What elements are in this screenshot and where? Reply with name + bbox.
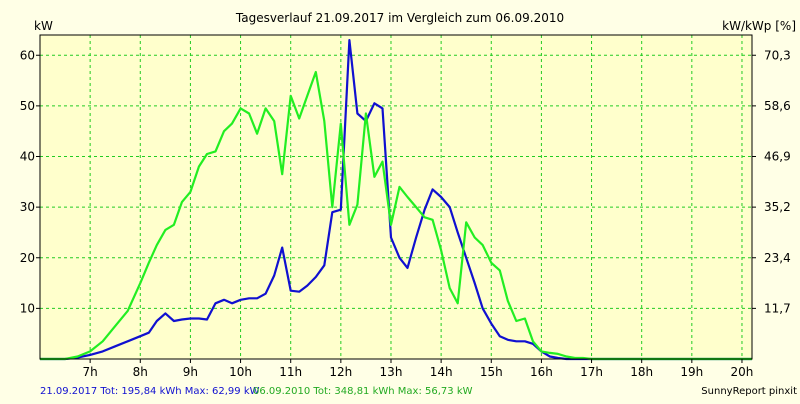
credit-text: SunnyReport pinxit — [701, 386, 797, 397]
y-axis-left-label: kW — [34, 19, 53, 33]
y-axis-right-label: kW/kWp [%] — [722, 19, 796, 33]
tick-labels: 7h 8h 9h 10h 11h 12h 13h 14h 15h 16h 17h 18h 19h 20h 1… — [20, 48, 791, 379]
x-tick-label: 19h — [680, 365, 703, 379]
y-tick-label-left: 50 — [20, 99, 35, 113]
legend-series-2010: 06.09.2010 Tot: 348,81 kWh Max: 56,73 kW — [253, 386, 473, 397]
y-tick-label-left: 60 — [20, 48, 35, 62]
x-tick-label: 8h — [133, 365, 148, 379]
x-tick-label: 17h — [580, 365, 603, 379]
y-tick-label-left: 40 — [20, 150, 35, 164]
x-tick-label: 12h — [329, 365, 352, 379]
plot-background — [40, 35, 752, 359]
y-tick-label-right: 23,4 — [764, 251, 791, 265]
x-tick-label: 15h — [480, 365, 503, 379]
y-tick-label-right: 46,9 — [764, 150, 791, 164]
plot-border — [39, 34, 753, 360]
x-tick-label: 14h — [430, 365, 453, 379]
x-tick-label: 16h — [530, 365, 553, 379]
y-tick-label-left: 30 — [20, 200, 35, 214]
y-tick-label-right: 70,3 — [764, 48, 791, 62]
x-tick-label: 9h — [183, 365, 198, 379]
legend-series-2017: 21.09.2017 Tot: 195,84 kWh Max: 62,99 kW — [40, 386, 260, 397]
x-tick-label: 10h — [229, 365, 252, 379]
y-tick-label-right: 35,2 — [764, 200, 791, 214]
x-tick-label: 11h — [279, 365, 302, 379]
x-tick-label: 13h — [380, 365, 403, 379]
x-tick-label: 18h — [630, 365, 653, 379]
x-tick-label: 20h — [731, 365, 754, 379]
y-tick-label-right: 11,7 — [764, 301, 791, 315]
y-tick-label-left: 10 — [20, 301, 35, 315]
y-tick-label-left: 20 — [20, 251, 35, 265]
chart-title: Tagesverlauf 21.09.2017 im Vergleich zum… — [235, 11, 564, 25]
x-tick-label: 7h — [83, 365, 98, 379]
y-tick-label-right: 58,6 — [764, 99, 791, 113]
